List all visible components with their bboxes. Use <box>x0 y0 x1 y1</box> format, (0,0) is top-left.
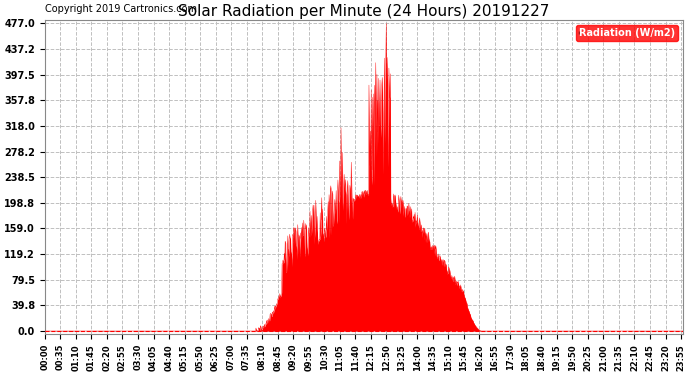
Text: Copyright 2019 Cartronics.com: Copyright 2019 Cartronics.com <box>45 4 197 14</box>
Title: Solar Radiation per Minute (24 Hours) 20191227: Solar Radiation per Minute (24 Hours) 20… <box>178 4 549 19</box>
Legend: Radiation (W/m2): Radiation (W/m2) <box>576 25 678 41</box>
